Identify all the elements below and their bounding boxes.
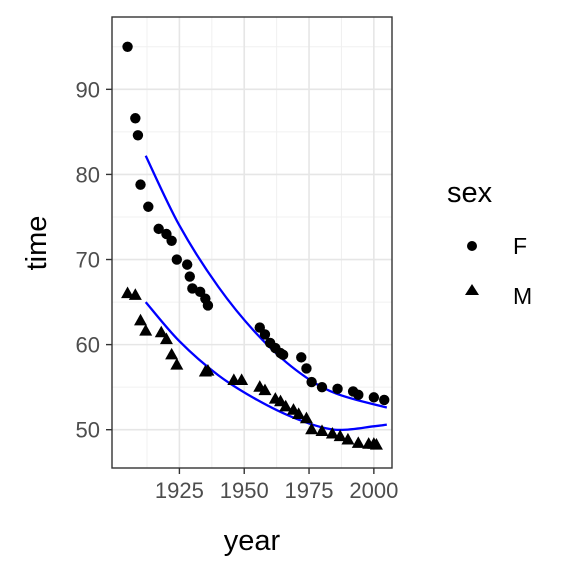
point-m [292,407,306,419]
point-f [184,271,195,282]
point-m [159,332,173,345]
y-axis-title: time [21,216,53,271]
x-tick-label: 1950 [220,478,269,503]
point-m [170,358,184,370]
point-f [153,223,164,235]
point-f [332,383,343,395]
point-f [306,376,317,388]
point-m [333,429,347,442]
y-tick-label: 80 [76,162,100,187]
panel-border [111,16,393,469]
point-f [132,130,144,141]
point-m [315,424,329,437]
point-m [154,325,168,338]
point-f [171,254,183,265]
point-f [166,235,177,246]
point-f [181,259,193,270]
x-tick-label: 1975 [285,478,334,503]
point-f [187,283,198,294]
legend-key-f-circle [467,241,477,251]
x-tick-label: 2000 [349,478,398,503]
point-m [235,373,249,385]
point-m [299,411,313,424]
point-f [259,329,271,340]
point-m [351,436,365,448]
legend-label-m: M [513,283,532,309]
grid-minor [112,17,392,468]
legend-label-f: F [513,233,527,259]
point-m [128,288,142,300]
point-m [369,438,383,450]
y-axis: 50 60 70 80 90 [76,77,112,443]
x-axis: 1925 1950 1975 2000 [155,468,398,503]
point-m [201,363,215,376]
point-m [325,426,339,439]
y-tick-label: 60 [76,333,100,358]
y-tick-label: 90 [76,77,100,102]
point-f [130,113,141,124]
point-f [379,394,390,406]
point-f [316,381,328,393]
point-m [121,286,135,299]
point-m [139,323,153,336]
point-f [301,363,312,374]
trend-line [144,301,387,432]
legend-title: sex [447,177,493,209]
point-m [134,313,148,326]
point-f [202,300,214,311]
point-m [165,347,179,360]
y-tick-label: 50 [76,418,100,443]
point-m [258,383,272,396]
x-axis-title: year [224,525,281,557]
point-f [143,201,154,212]
panel-background [112,17,392,468]
point-m [305,422,319,435]
point-f [122,41,133,52]
point-f [368,392,380,403]
point-f [277,349,289,361]
legend: sex F M [447,177,532,309]
point-f [296,352,307,363]
point-m [341,432,355,445]
x-tick-label: 1925 [155,478,204,503]
points [121,41,390,450]
legend-key-m-triangle [465,284,479,295]
point-m [279,399,293,412]
y-tick-label: 70 [76,248,100,273]
point-f [353,389,364,401]
point-f [135,179,146,190]
